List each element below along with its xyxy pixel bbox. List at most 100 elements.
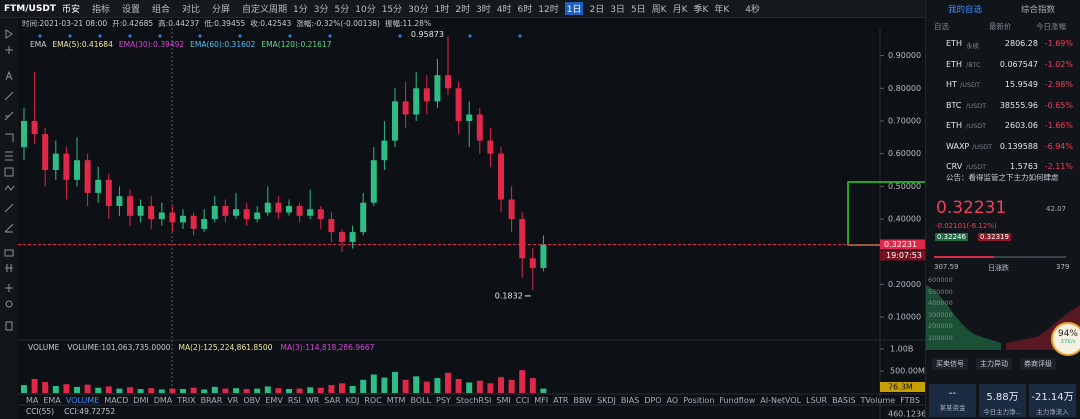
indicator-tab[interactable]: FTBS — [900, 396, 920, 405]
indicator-tab[interactable]: TVolume — [860, 396, 896, 405]
period-button[interactable]: 10分 — [355, 5, 376, 15]
ema-label: EMA(30):0.39492 — [118, 40, 185, 49]
period-button[interactable]: 2时 — [455, 5, 471, 15]
row-change: -1.69% — [1044, 39, 1073, 48]
info-field: 低:0.39455 — [204, 19, 246, 28]
watchlist-row[interactable]: ETH/USDT 2603.06 -1.66% — [926, 116, 1080, 136]
tool-button[interactable]: 指标 — [91, 5, 110, 15]
candle-body — [445, 75, 451, 89]
row-quote: /USDT — [966, 122, 987, 130]
period-button[interactable]: 3分 — [313, 5, 329, 15]
indicator-tab[interactable]: BIAS — [620, 396, 640, 405]
volume-bar — [487, 383, 494, 393]
indicator-tab[interactable]: Fundflow — [719, 396, 756, 405]
indicator-tab[interactable]: MFI — [534, 396, 549, 405]
period-button[interactable]: 4时 — [496, 5, 512, 15]
candle-body — [487, 140, 494, 154]
candle-body — [264, 202, 271, 213]
indicator-tab[interactable]: MA — [26, 396, 39, 405]
indicator-tab[interactable]: SKDJ — [597, 396, 616, 405]
period-button[interactable]: 5分 — [334, 5, 350, 15]
candle-body — [105, 179, 112, 206]
panel-tab[interactable]: 我的自选 — [948, 5, 983, 15]
volume-bar — [476, 380, 483, 393]
panel-button[interactable]: 买卖信号 — [932, 358, 968, 370]
toolbar-icons — [4, 29, 15, 331]
indicator-tab[interactable]: SAR — [324, 396, 341, 405]
indicator-tab[interactable]: BOLL — [410, 396, 432, 405]
volume-bar — [233, 388, 239, 393]
notice[interactable]: 公告：看得监管之下主力如何肆虐 — [946, 172, 1080, 183]
indicator-tab[interactable]: CCI — [515, 396, 530, 405]
watchlist-row[interactable]: HT/USDT 15.9549 -2.98% — [926, 75, 1080, 95]
volume-bar — [21, 385, 27, 393]
panel-button[interactable]: 券商评级 — [1020, 358, 1056, 370]
indicator-tab[interactable]: WR — [305, 396, 320, 405]
period-button[interactable]: 5日 — [630, 5, 646, 15]
period-button[interactable]: 12时 — [538, 5, 559, 15]
watchlist-row[interactable]: WAXP/USDT 0.139588 -6.94% — [926, 137, 1080, 157]
price-change: -0.02101(-6.12%) — [935, 222, 997, 230]
indicator-tab[interactable]: DMI — [133, 396, 149, 405]
period-button[interactable]: 季K — [693, 5, 709, 15]
period-button[interactable]: 15分 — [381, 5, 403, 15]
candle-body — [52, 153, 59, 171]
depth-tick-label: 600000 — [928, 276, 953, 284]
indicator-tab[interactable]: PSY — [436, 396, 451, 405]
tool-button[interactable]: 设置 — [121, 5, 140, 15]
period-button[interactable]: 30分 — [408, 5, 429, 15]
indicator-tab[interactable]: VOLUME — [65, 396, 100, 405]
volume-bar — [84, 384, 91, 393]
indicator-tab[interactable]: BBW — [573, 396, 593, 405]
indicator-tab[interactable]: Position — [683, 396, 715, 405]
tool-button[interactable]: 组合 — [151, 5, 170, 15]
period-button[interactable]: 1分 — [293, 5, 308, 15]
indicator-tab[interactable]: EMV — [265, 396, 283, 405]
symbol[interactable]: FTM/USDT — [4, 3, 56, 14]
indicator-tab[interactable]: MTM — [386, 396, 406, 405]
info-field: 振幅:11.28% — [384, 19, 432, 28]
indicator-tab[interactable]: LSUR — [806, 396, 828, 405]
indicator-tab[interactable]: TRIX — [177, 396, 196, 405]
indicator-tab[interactable]: DPO — [644, 396, 662, 405]
volume-bar — [31, 378, 38, 393]
watchlist-row[interactable]: ETH/BTC 0.067547 -1.02% — [926, 55, 1080, 75]
indicator-tab[interactable]: KDJ — [345, 396, 360, 405]
stat-box: -- 某某资金 — [929, 384, 976, 417]
indicator-tab[interactable]: BRAR — [200, 396, 223, 405]
period-button[interactable]: 周K — [651, 5, 667, 15]
watchlist-row[interactable]: ETH 永续 2806.28 -1.69% — [926, 34, 1080, 54]
indicator-tab[interactable]: AO — [666, 396, 679, 405]
panel-tab[interactable]: 综合指数 — [1021, 5, 1056, 15]
period-button[interactable]: 月K — [672, 5, 688, 15]
indicator-tab[interactable]: StochRSI — [455, 396, 492, 405]
tool-button[interactable]: 自定义周期 — [242, 5, 288, 15]
watchlist-row[interactable]: CRV/USDT 1.5763 -2.11% — [926, 157, 1080, 177]
indicator-tab[interactable]: ATR — [553, 396, 569, 405]
period-button[interactable]: 3时 — [476, 5, 491, 15]
indicator-tab[interactable]: RSI — [287, 396, 301, 405]
panel-button[interactable]: 主力异动 — [976, 358, 1012, 370]
period-button[interactable]: 2日 — [589, 5, 605, 15]
indicator-tab[interactable]: EMA — [43, 396, 61, 405]
indicator-tab[interactable]: ROC — [364, 396, 382, 405]
info-field: 高:0.44237 — [158, 19, 200, 28]
indicator-tab[interactable]: SMI — [496, 396, 511, 405]
period-button[interactable]: 3日 — [610, 5, 625, 15]
indicator-tab[interactable]: VR — [227, 396, 239, 405]
cci-name: CCI(55) — [26, 407, 55, 416]
period-button[interactable]: 6时 — [517, 5, 533, 15]
period-button[interactable]: 年K — [714, 5, 730, 15]
indicator-tab[interactable]: DMA — [153, 396, 173, 405]
indicator-tab[interactable]: AI-NetVOL — [760, 396, 802, 405]
indicator-tab[interactable]: OBV — [243, 396, 261, 405]
period-button[interactable]: 1时 — [434, 5, 450, 15]
stat-box: -21.14万 主力净流入 — [1029, 384, 1076, 417]
indicator-tab[interactable]: MACD — [104, 396, 129, 405]
watchlist-row[interactable]: BTC/USDT 38555.96 -0.65% — [926, 96, 1080, 116]
period-button[interactable]: 1日 — [564, 2, 584, 15]
row-quote: /USDT — [972, 142, 993, 151]
indicator-tab[interactable]: BASIS — [832, 396, 856, 405]
tool-button[interactable]: 分屏 — [212, 5, 231, 15]
tool-button[interactable]: 对比 — [182, 5, 201, 15]
